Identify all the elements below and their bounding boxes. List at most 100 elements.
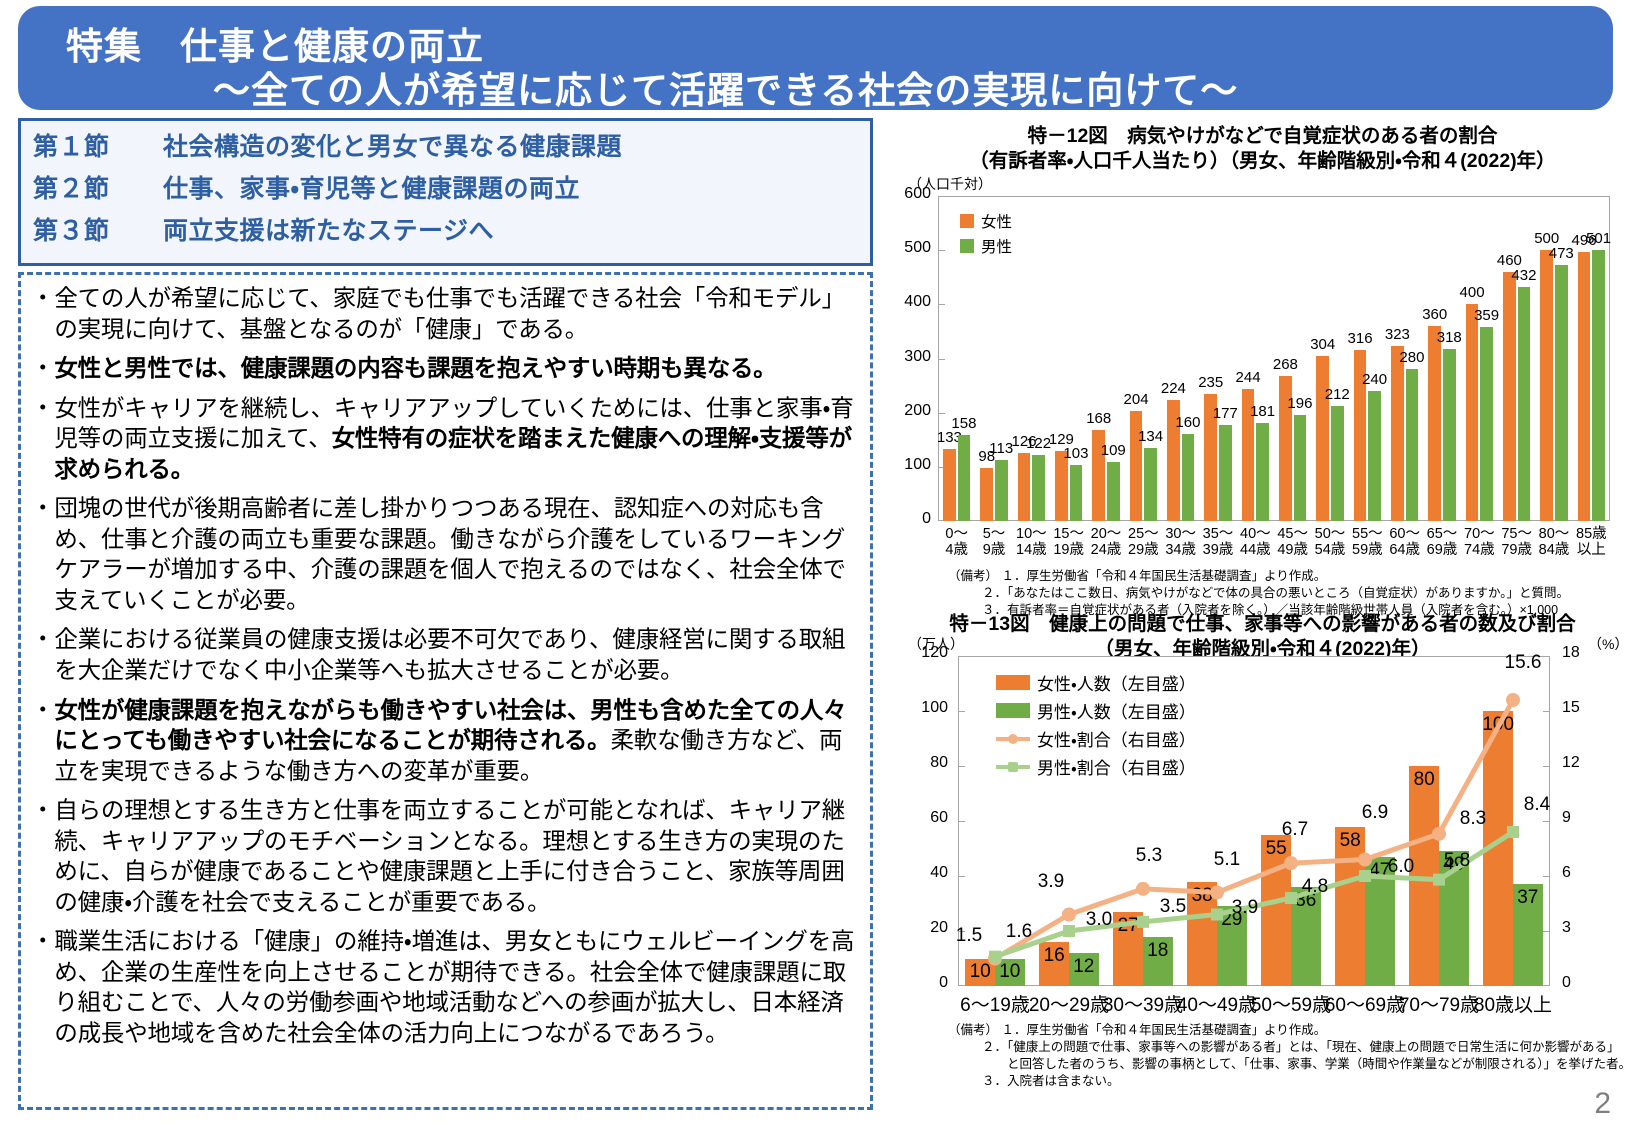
section-item-1: 第１節 社会構造の変化と男女で異なる健康課題 (33, 127, 870, 163)
chart-13-ratio-label-male: 4.8 (1301, 876, 1329, 897)
chart-12-xtick-label: 20～ 24歳 (1090, 526, 1122, 558)
summary-bullet: ・女性がキャリアを継続し、キャリアアップしていくためには、仕事と家事・育児等の両… (31, 393, 858, 485)
chart-12-value-label: 181 (1250, 402, 1276, 420)
chart-12-value-label: 103 (1063, 445, 1089, 463)
chart-12-bar-female (1540, 250, 1554, 521)
chart-12-value-label: 244 (1235, 368, 1261, 386)
chart-12-value-label: 196 (1287, 394, 1313, 412)
chart-13-value-label: 58 (1339, 829, 1361, 851)
chart-13-legend-item: 男性・割合（右目盛） (996, 754, 1196, 779)
legend-label: 男性 (981, 239, 1013, 256)
chart-12-bar-female (1502, 271, 1516, 521)
chart-12-bar-male (1368, 391, 1382, 521)
chart-12-value-label: 318 (1436, 328, 1462, 346)
chart-12-xtick-label: 45～ 49歳 (1277, 526, 1308, 558)
legend-swatch-icon (996, 675, 1030, 690)
chart-13-y2tick-label: 9 (1562, 809, 1571, 826)
chart-12-ytick-label: 400 (904, 293, 931, 311)
chart-12-xtick-label: 80～ 84歳 (1538, 526, 1570, 558)
chart-12-xtick-label: 75～ 79歳 (1501, 526, 1532, 558)
chart-12-bar-female (1092, 430, 1106, 521)
chart-13-value-label: 80 (1413, 769, 1435, 790)
chart-13-value-label: 10 (969, 960, 991, 982)
chart-13-ytick-label: 60 (930, 809, 948, 826)
chart-13-xtick-label: 70～79歳 (1398, 995, 1480, 1016)
chart-12-xtick-label: 15～ 19歳 (1053, 526, 1084, 558)
chart-12-value-label: 323 (1384, 326, 1410, 344)
chart-12-bar-male (994, 459, 1008, 521)
chart-12-bar-male (1293, 414, 1307, 521)
chart-12-ytick (938, 466, 945, 468)
chart-12-bar-male (1069, 465, 1083, 521)
chart-12-xtick-label: 30～ 34歳 (1165, 526, 1196, 558)
chart-13-ratio-label-female: 1.5 (955, 924, 983, 946)
chart-12-value-label: 240 (1362, 371, 1388, 388)
chart-13-note: と回答した者のうち、影響の事柄として、「仕事、家事、学業（時間や作業量などが制限… (982, 1057, 1625, 1071)
bullet-marker-icon: ・ (31, 626, 55, 653)
chart-12-value-label: 432 (1511, 267, 1537, 284)
chart-12-note: ２．「あなたはここ数日、病気やけがなどで体の具合の悪いところ（自覚症状）がありま… (982, 586, 1570, 600)
chart-13-ratio-label-male: 8.4 (1523, 794, 1551, 815)
legend-line-icon (996, 733, 1030, 744)
chart-12-xtick-label: 25～ 29歳 (1128, 526, 1159, 558)
chart-12-value-label: 212 (1324, 386, 1350, 404)
chart-13-ytick-label: 40 (930, 864, 948, 881)
bullet-text: 企業における従業員の健康支援は必要不可欠であり、健康経営に関する取組を大企業だけ… (54, 626, 846, 684)
chart-12-value-label: 133 (936, 428, 962, 446)
chart-12-bar-female (1353, 349, 1367, 521)
chart-12-value-label: 113 (989, 439, 1014, 457)
chart-12-ytick (938, 412, 945, 414)
chart-12-value-label: 400 (1459, 284, 1485, 302)
chart-13-note: ２．「健康上の問題で仕事、家事等への影響がある者」とは、「現在、健康上の問題で日… (982, 1040, 1620, 1054)
chart-13-y2tick (1543, 876, 1550, 877)
chart-12-value-label: 316 (1347, 329, 1373, 347)
chart-12-bar-male (957, 435, 971, 521)
chart-13-xtick-label: 80歳以上 (1473, 995, 1553, 1016)
chart-12-value-label: 129 (1048, 431, 1074, 449)
chart-12-bar-male (1554, 264, 1568, 521)
chart-13-ratio-label-male: 3.5 (1159, 895, 1187, 917)
chart-12-value-label: 360 (1422, 306, 1448, 323)
chart-13-ratio-label-female: 6.9 (1361, 801, 1389, 823)
chart-13-ytick-label: 0 (939, 974, 948, 991)
chart-12-title-line2: （有訴者率・人口千人当たり）（男女、年齢階級別・令和４(2022)年） (969, 149, 1556, 172)
legend-label: 女性・割合（右目盛） (1037, 731, 1196, 750)
chart-13-ratio-label-female: 5.1 (1213, 848, 1241, 870)
chart-12-value-label: 126 (1011, 432, 1037, 450)
summary-bullet: ・自らの理想とする生き方と仕事を両立することが可能となれば、キャリア継続、キャリ… (31, 795, 858, 917)
chart-13-value-label: 12 (1073, 956, 1095, 977)
chart-13-y2tick-label: 12 (1562, 754, 1580, 771)
chart-13-legend-item: 女性・人数（左目盛） (996, 670, 1196, 695)
chart-12-bar-male (1480, 326, 1494, 521)
chart-13-y2tick (1543, 766, 1550, 767)
chart-13-y2tick-label: 6 (1562, 864, 1571, 881)
chart-12-ytick-label: 500 (904, 239, 931, 257)
chart-12-bar-female (1465, 304, 1479, 521)
legend-swatch-icon (960, 214, 974, 228)
chart-12-value-label: 500 (1534, 230, 1560, 248)
chart-12-legend: 女性 男性 (960, 210, 1012, 260)
chart-13-value-label: 18 (1147, 939, 1169, 961)
chart-12-bar-female (980, 467, 994, 521)
chart-12-value-label: 473 (1548, 244, 1574, 262)
chart-13-ytick (958, 821, 965, 822)
chart-13-y2tick-label: 18 (1562, 644, 1580, 661)
chart-13-y2tick-label: 3 (1562, 919, 1571, 936)
section-number: 第２節 (33, 175, 110, 203)
chart-13-ytick-label: 120 (921, 644, 948, 661)
chart-12-value-label: 501 (1586, 229, 1612, 247)
chart-12-value-label: 224 (1160, 379, 1186, 397)
chart-13-legend: 女性・人数（左目盛） 男性・人数（左目盛） 女性・割合（右目盛） 男性・割合（右目盛） (996, 670, 1196, 782)
page-number: 2 (1594, 1087, 1611, 1120)
chart-13-legend-item: 男性・人数（左目盛） (996, 698, 1196, 723)
summary-bullet: ・女性と男性では、健康課題の内容も課題を抱えやすい時期も異なる。 (31, 353, 858, 384)
chart-12-bar-male (1106, 461, 1120, 521)
chart-13-ratio-label-male: 3.0 (1085, 909, 1113, 930)
chart-12-xtick-label: 60～ 64歳 (1389, 526, 1420, 558)
chart-13-value-label: 100 (1482, 714, 1515, 735)
chart-12-bar-male (1181, 434, 1195, 521)
page-header-banner: 特集 仕事と健康の両立 ～全ての人が希望に応じて活躍できる社会の実現に向けて～ (18, 6, 1613, 111)
chart-12-value-label: 460 (1496, 251, 1522, 269)
chart-12-xtick-label: 55～ 59歳 (1352, 526, 1383, 558)
chart-12-value-label: 235 (1198, 373, 1224, 391)
